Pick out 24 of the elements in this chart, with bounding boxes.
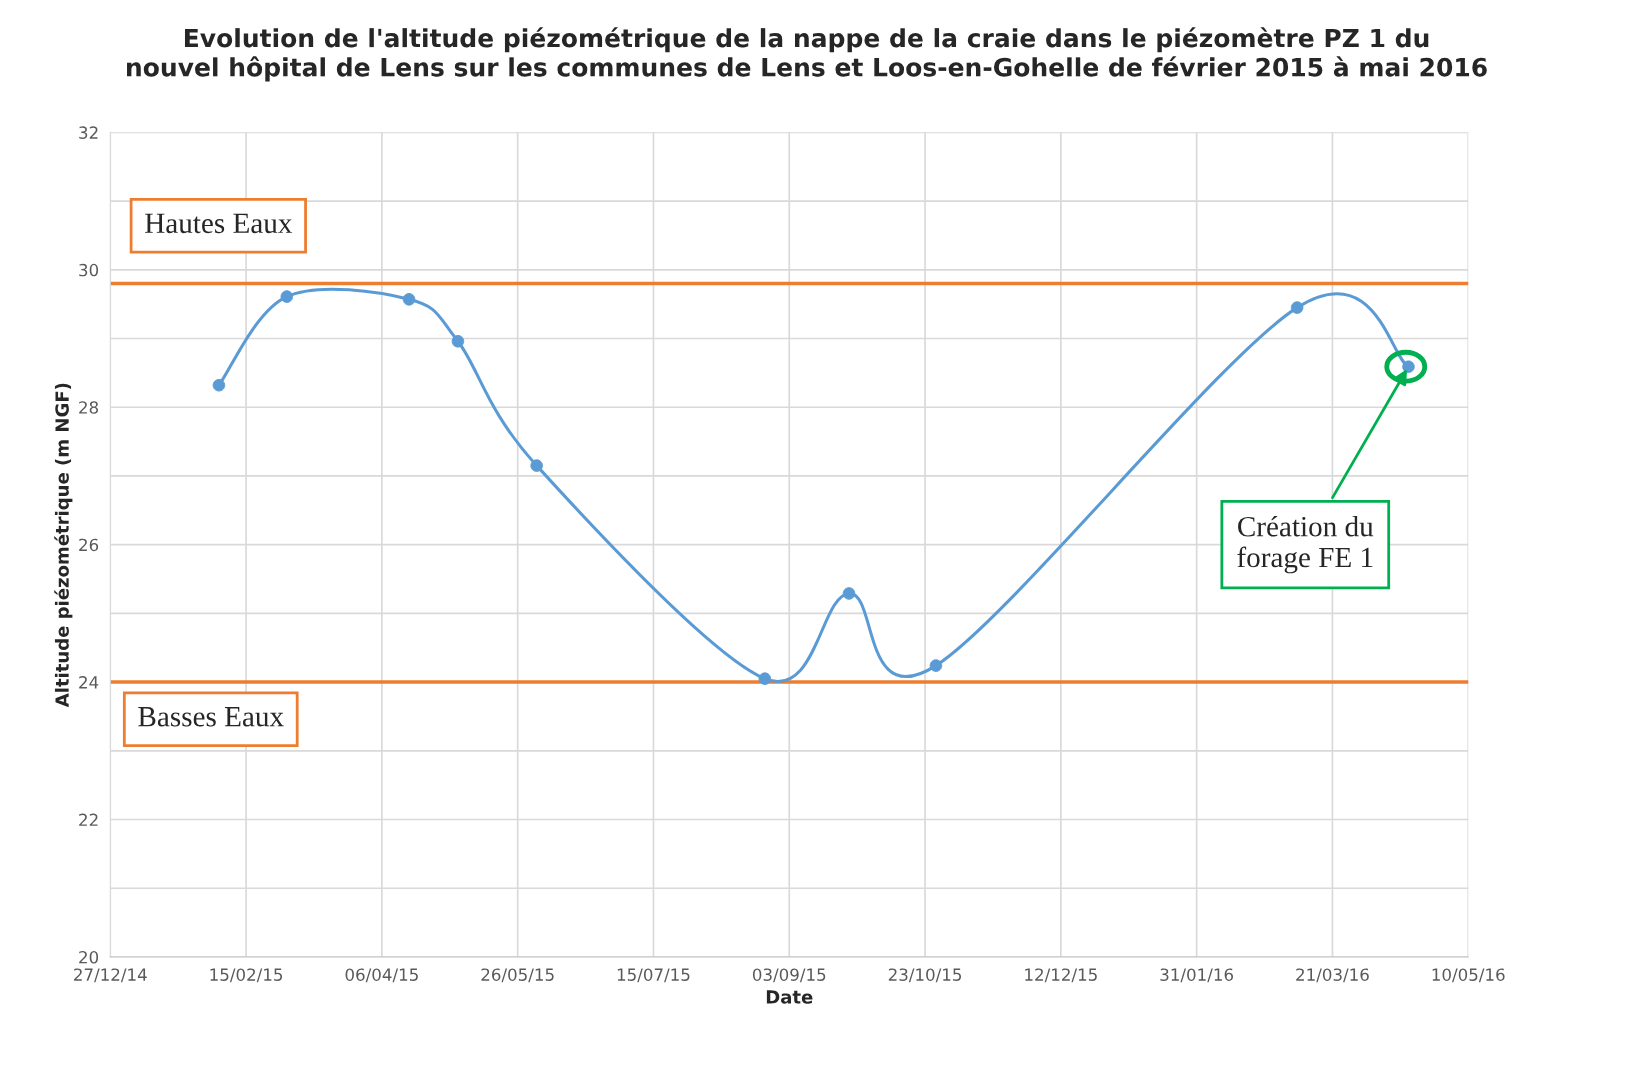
x-tick-label: 27/12/14 [74, 968, 147, 983]
x-tick-label: 15/02/15 [210, 968, 283, 983]
ref-line-label: Hautes Eaux [145, 213, 293, 234]
x-tick-label: 06/04/15 [345, 968, 418, 983]
y-axis-title: Altitude piézométrique (m NGF) [54, 383, 73, 708]
x-tick-label: 26/05/15 [481, 968, 554, 983]
x-tick-label: 31/01/16 [1160, 968, 1234, 983]
x-tick-label: 21/03/16 [1296, 968, 1369, 983]
y-tick-label: 30 [79, 263, 99, 277]
y-tick-label: 24 [79, 676, 99, 689]
y-tick-label: 20 [79, 950, 99, 964]
y-tick-label: 26 [79, 538, 99, 552]
y-tick-label: 32 [79, 126, 98, 139]
x-tick-label: 10/05/16 [1432, 968, 1505, 983]
chart-title: Evolution de l'altitude piézométrique de la nappe de la craie dans le piézomètre PZ 1 du nouvel hôpital de Lens sur les communes de Lens et Loos-en-Gohelle de février 2015 à mai 2016 [127, 27, 1487, 82]
ref-line-label: Basses Eaux [138, 707, 284, 727]
x-tick-label: 03/09/15 [752, 968, 826, 983]
y-tick-label: 22 [79, 813, 98, 826]
x-tick-label: 12/12/15 [1025, 968, 1097, 983]
x-tick-label: 15/07/15 [617, 968, 690, 983]
x-axis-title: Date [766, 990, 813, 1004]
y-tick-label: 28 [79, 401, 99, 414]
annotation: Création du forage FE 1 [1237, 515, 1374, 574]
x-tick-label: 23/10/15 [888, 968, 962, 983]
